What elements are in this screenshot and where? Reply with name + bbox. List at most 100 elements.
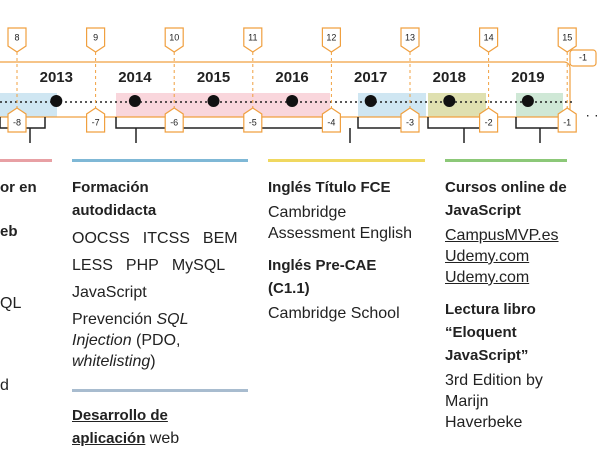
marker <box>557 107 577 133</box>
text: SQL Injection <box>72 311 189 349</box>
divider <box>72 389 248 392</box>
tags: OOCSS ITCSS BEM LESS PHP MySQL JavaScript <box>72 228 248 303</box>
tag-row: OOCSS ITCSS BEM <box>72 228 248 249</box>
tag-row: JavaScript <box>72 282 248 303</box>
column: Desarrollo de aplicación web <box>72 404 222 450</box>
marker-label: 12 <box>326 32 336 42</box>
year: 2018 <box>433 69 466 86</box>
marker-label: -2 <box>485 117 493 127</box>
text: whitelisting <box>72 353 151 370</box>
tag: JavaScript <box>72 284 147 301</box>
tag: ITCSS <box>142 230 190 247</box>
timeline: · · 8 9 10 11 12 13 14 15 -1 -8 -7 -6 -5 -4 -3 -2 -1 2013 2… <box>0 27 599 143</box>
year-frame <box>0 61 571 118</box>
marker <box>400 107 420 133</box>
marker-label: 9 <box>93 32 98 42</box>
subtitle: Cambridge School <box>268 305 400 322</box>
note: Prevención SQL Injection (PDO, whitelist… <box>72 309 212 372</box>
link[interactable]: Desarrollo de aplicación <box>72 407 168 447</box>
tag: BEM <box>202 230 238 247</box>
heading: Inglés Título FCE <box>268 179 391 196</box>
year: 2017 <box>354 69 387 86</box>
dots: · · <box>585 107 598 123</box>
bracket <box>515 117 564 129</box>
band <box>428 93 486 117</box>
marker <box>321 107 341 133</box>
heading: Inglés Pre-CAE (C1.1) <box>268 257 377 297</box>
tag: OOCSS <box>72 230 130 247</box>
marker-label: 15 <box>562 32 572 42</box>
marker-label: 10 <box>169 32 179 42</box>
marker-label: -8 <box>13 117 21 127</box>
bracket <box>115 117 331 129</box>
year: 2019 <box>511 69 544 86</box>
marker <box>164 27 184 53</box>
marker <box>243 27 263 53</box>
marker-label: 8 <box>14 32 19 42</box>
subtitle: Cambridge Assessment English <box>268 204 413 242</box>
divider <box>268 159 425 162</box>
marker <box>7 27 27 53</box>
divider <box>0 159 52 162</box>
tag-row: LESS PHP MySQL <box>72 255 248 276</box>
year-dot <box>128 95 141 107</box>
subtitle: 3rd Edition by Marijn Haverbeke <box>445 372 543 431</box>
column: Cursos online de JavaScript CampusMVP.es… <box>445 176 585 433</box>
cut-text: eb <box>0 223 18 240</box>
text: web <box>145 430 180 447</box>
tag: PHP <box>125 257 159 274</box>
marker-label: 14 <box>484 32 494 42</box>
divider <box>445 159 567 162</box>
marker <box>569 49 597 67</box>
band <box>516 93 563 117</box>
tag: MySQL <box>171 257 226 274</box>
year-dot <box>50 95 63 107</box>
link[interactable]: CampusMVP.es <box>445 227 559 244</box>
marker-label: -7 <box>92 117 100 127</box>
text: Prevención <box>72 311 157 328</box>
text: ) <box>150 353 156 370</box>
marker <box>86 107 106 133</box>
year: 2015 <box>197 69 230 86</box>
year: 2014 <box>118 69 152 86</box>
link[interactable]: Udemy.com <box>445 269 530 286</box>
marker-label: -3 <box>406 117 414 127</box>
marker-label: 11 <box>248 32 257 42</box>
cut-text: or en <box>0 179 37 196</box>
heading: Cursos online de JavaScript <box>445 179 567 219</box>
marker-label: -6 <box>170 117 178 127</box>
column: Inglés Título FCE Cambridge Assessment E… <box>268 176 428 334</box>
marker-label: -4 <box>327 117 335 127</box>
marker <box>86 27 106 53</box>
year: 2016 <box>275 69 308 86</box>
column: Formación autodidacta OOCSS ITCSS BEM LESS… <box>72 176 248 372</box>
year-dot <box>443 95 456 107</box>
marker <box>479 107 499 133</box>
marker <box>321 27 341 53</box>
marker <box>557 27 577 53</box>
marker <box>400 27 420 53</box>
marker <box>7 107 27 133</box>
marker-label: -1 <box>579 52 587 62</box>
divider <box>72 159 248 162</box>
year-dot <box>364 95 377 107</box>
text: (PDO, <box>131 332 181 349</box>
marker-label: -1 <box>563 117 571 127</box>
year: 2013 <box>40 69 73 86</box>
heading: Formación autodidacta <box>72 179 157 219</box>
band <box>116 93 330 117</box>
bracket <box>427 117 487 129</box>
marker-label: 13 <box>405 32 415 42</box>
cut-text: QL <box>0 295 22 312</box>
year-dot <box>207 95 220 107</box>
tag: LESS <box>72 257 113 274</box>
marker-label: -5 <box>249 117 257 127</box>
year-dot <box>521 95 534 107</box>
marker <box>479 27 499 53</box>
year-dot <box>286 95 299 107</box>
marker <box>164 107 184 133</box>
cut-text: d <box>0 377 9 394</box>
link[interactable]: Udemy.com <box>445 248 530 265</box>
marker <box>243 107 263 133</box>
